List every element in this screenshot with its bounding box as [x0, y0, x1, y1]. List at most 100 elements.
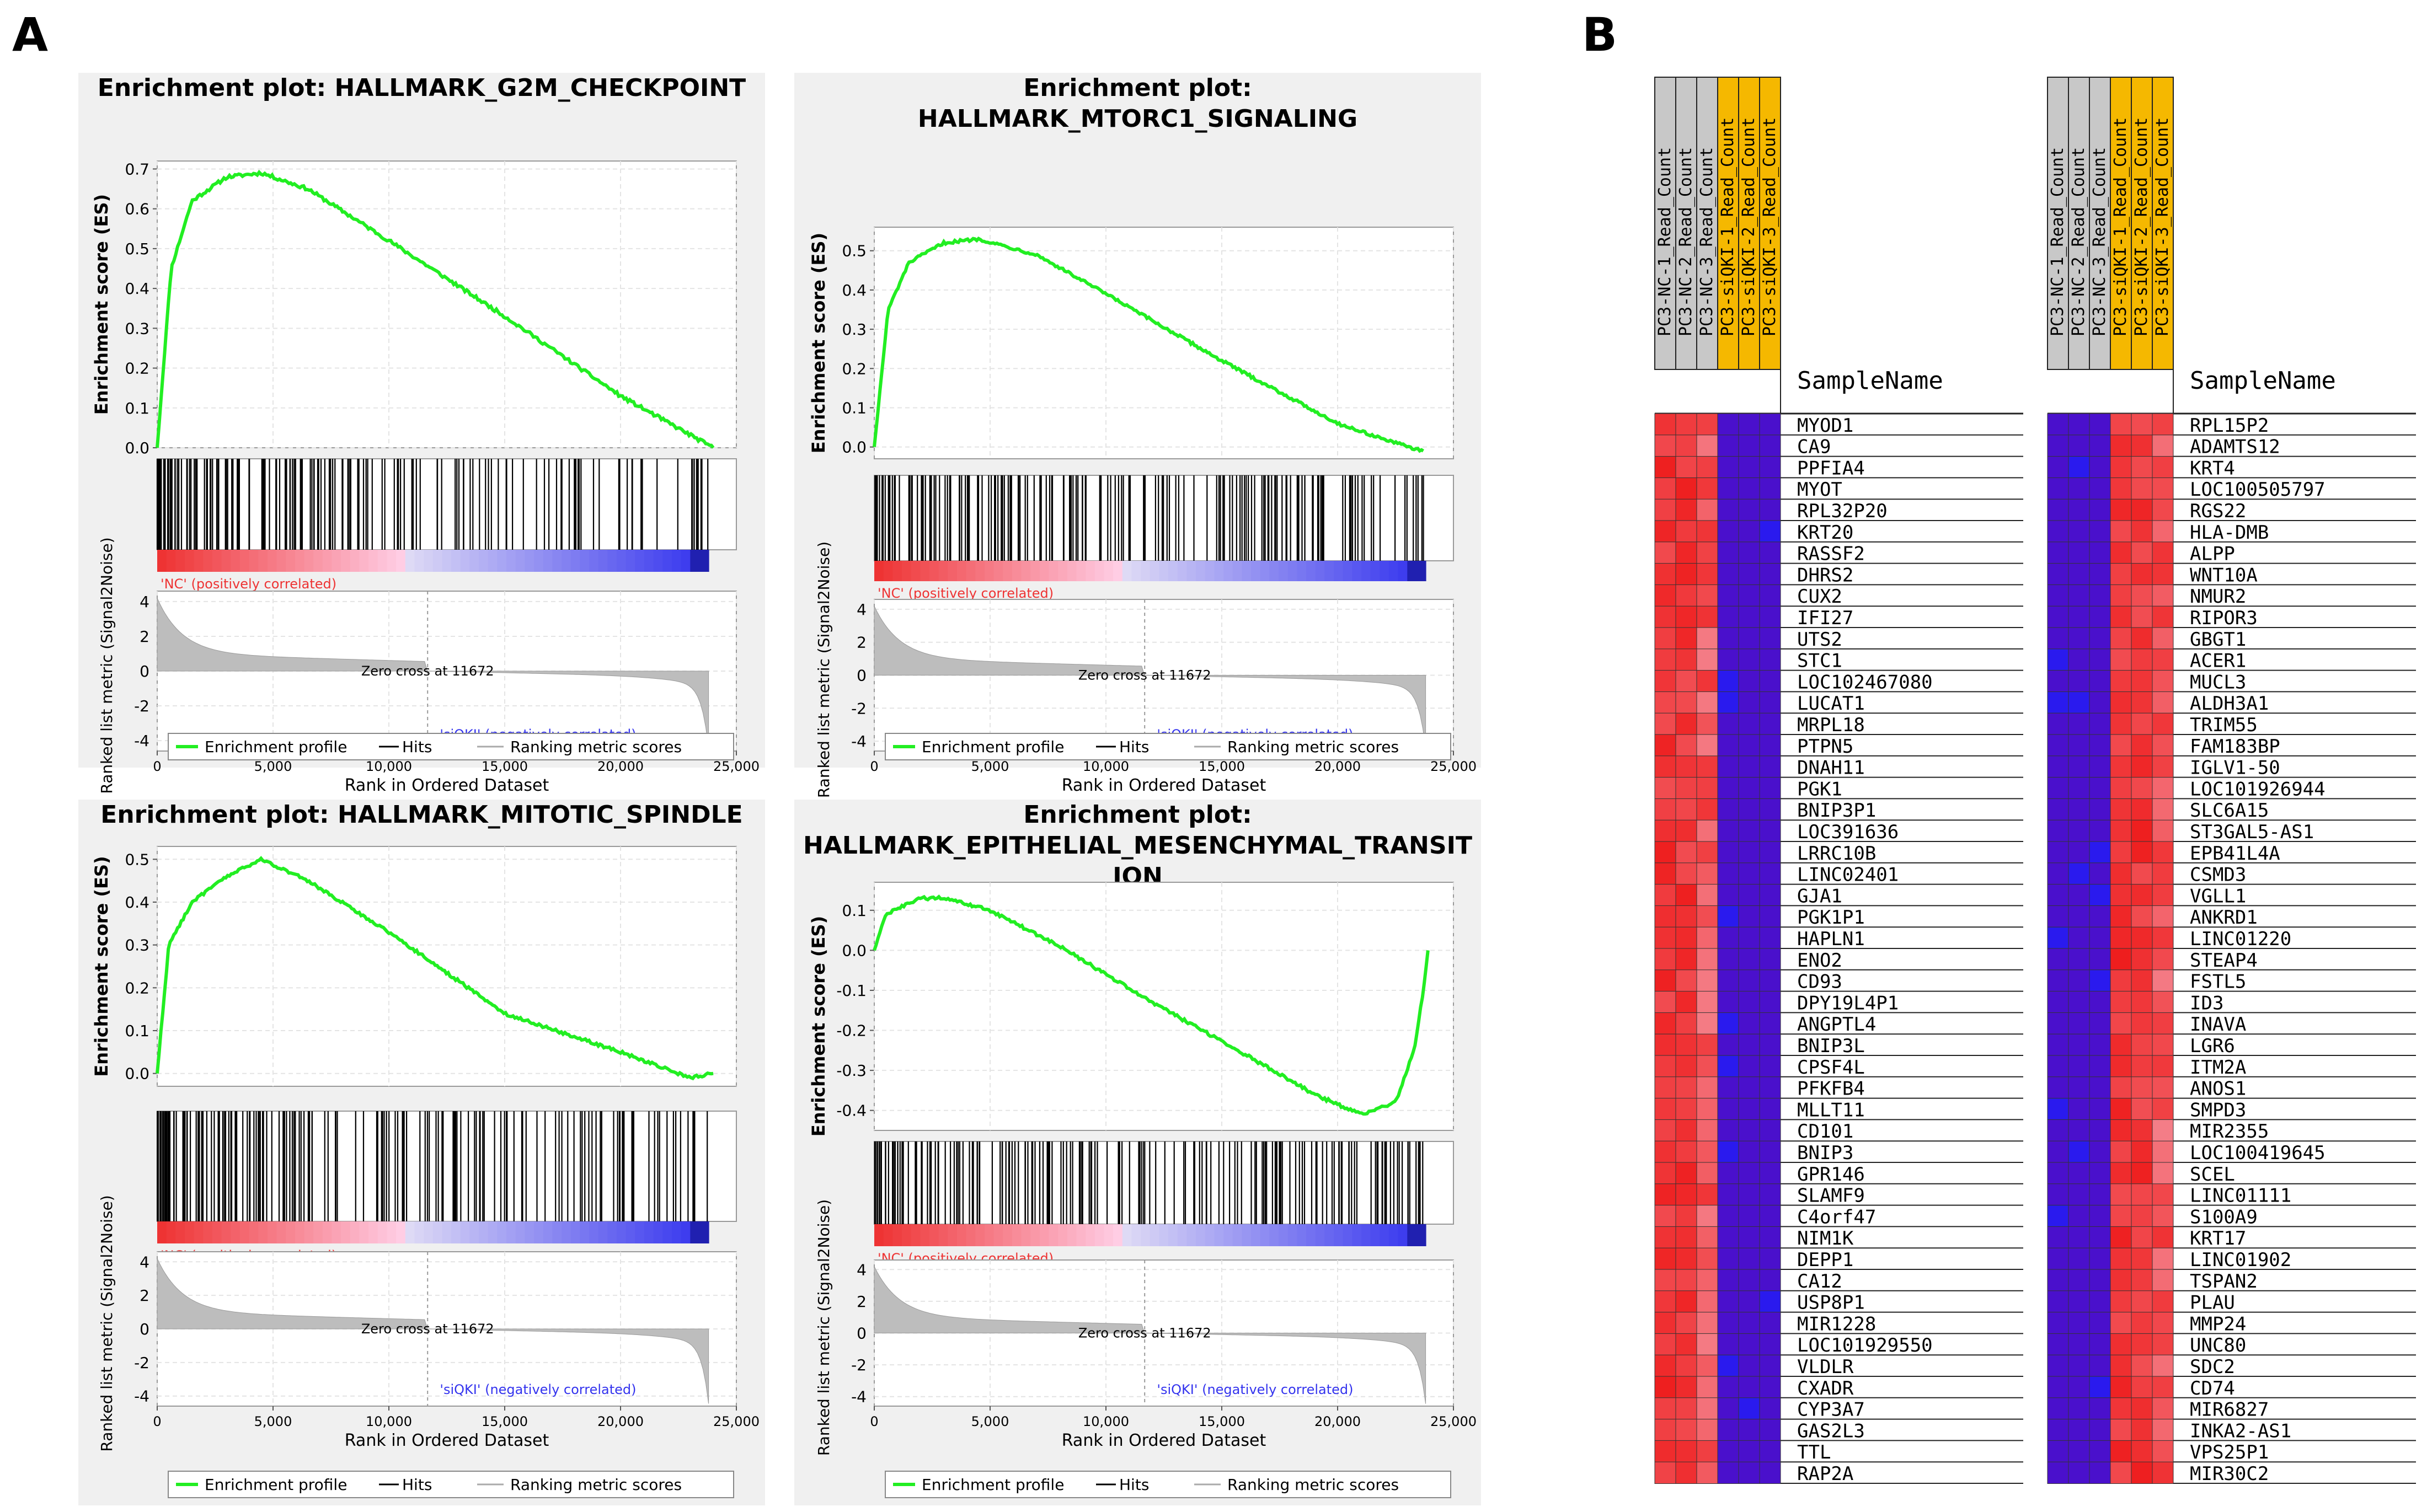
- heatmap-cell: [2089, 969, 2111, 992]
- ranking-bar-segment: [1324, 1224, 1334, 1246]
- heatmap-cell: [2110, 670, 2132, 693]
- heatmap-cell: [2110, 734, 2132, 757]
- heatmap-cell: [2110, 413, 2132, 436]
- heatmap-cell: [2131, 1226, 2153, 1249]
- heatmap-cell: [2089, 1226, 2111, 1249]
- heatmap-cell: [1696, 1376, 1718, 1398]
- ranking-bar-segment: [534, 550, 544, 572]
- heatmap-cell: [1696, 1440, 1718, 1463]
- ranking-bar-segment: [635, 550, 645, 572]
- heatmap-cell: [1696, 605, 1718, 628]
- gene-label: LINC01111: [2190, 1185, 2291, 1207]
- heatmap-cell: [1696, 905, 1718, 928]
- ranking-bar-segment: [1076, 1224, 1087, 1246]
- ranking-bar-segment: [231, 1221, 240, 1243]
- ranking-bar-segment: [1086, 1224, 1095, 1246]
- ranking-bar-segment: [938, 561, 949, 581]
- ranking-bar-segment: [479, 550, 489, 572]
- heatmap-cell: [1696, 969, 1718, 992]
- ranking-bar-segment: [1315, 561, 1325, 581]
- heatmap-cell: [2131, 884, 2153, 907]
- ranking-bar-segment: [1315, 1224, 1325, 1246]
- heatmap-cell: [1654, 563, 1676, 586]
- heatmap-cell: [1696, 1012, 1718, 1035]
- heatmap-cell: [2152, 1461, 2174, 1484]
- ranking-bar-segment: [1104, 1224, 1114, 1246]
- sample-label: PC3-siQKI-3_Read_Count: [1760, 117, 1779, 336]
- heatmap-cell: [2047, 456, 2069, 479]
- heatmap-cell: [2131, 841, 2153, 864]
- x-tick-label: 0: [153, 1414, 161, 1429]
- heatmap-cell: [1717, 1098, 1739, 1120]
- heatmap-cell: [1654, 1076, 1676, 1099]
- heatmap-cell: [2089, 1461, 2111, 1484]
- heatmap-cell: [1738, 1076, 1760, 1099]
- heatmap-cell: [2068, 712, 2090, 735]
- heatmap-cell: [2131, 477, 2153, 500]
- heatmap-cell: [2068, 1333, 2090, 1356]
- heatmap-cell: [2152, 456, 2174, 479]
- ranking-bar-segment: [1058, 1224, 1068, 1246]
- es-tick-label: -0.2: [836, 1022, 867, 1040]
- heatmap-cell: [1738, 948, 1760, 971]
- es-axis-label: Enrichment score (ES): [91, 194, 112, 415]
- ranking-bar-segment: [1380, 561, 1389, 581]
- es-tick-label: 0.0: [125, 439, 149, 457]
- heatmap-cell: [2047, 1055, 2069, 1077]
- es-tick-label: 0.0: [842, 941, 867, 959]
- heatmap-cell: [2110, 477, 2132, 500]
- ranking-bar-segment: [644, 1221, 654, 1243]
- ranking-bar-segment: [377, 1221, 388, 1243]
- heatmap-cell: [1696, 819, 1718, 842]
- gene-label: GPR146: [1797, 1164, 1865, 1186]
- heatmap-cell: [1717, 1033, 1739, 1056]
- heatmap-cell: [2152, 627, 2174, 650]
- heatmap-cell: [2047, 1247, 2069, 1270]
- heatmap-cell: [2047, 1290, 2069, 1313]
- sample-label: PC3-siQKI-2_Read_Count: [1739, 117, 1758, 336]
- heatmap-cell: [1759, 1247, 1781, 1270]
- metric-tick-label: 4: [857, 600, 867, 619]
- gene-label: IGLV1-50: [2190, 757, 2280, 779]
- ranking-bar-segment: [1251, 561, 1261, 581]
- ranking-bar-segment: [157, 550, 167, 572]
- gsea-panel-4: Enrichment plot: HALLMARK_EPITHELIAL_MESE…: [794, 800, 1481, 1505]
- heatmap-cell: [1696, 926, 1718, 949]
- heatmap-cell: [2131, 991, 2153, 1014]
- es-tick-label: 0.7: [125, 160, 149, 178]
- zero-cross-label: Zero cross at 11672: [1078, 1326, 1211, 1341]
- gene-label: STEAP4: [2190, 950, 2258, 972]
- gene-label: VLDLR: [1797, 1356, 1854, 1378]
- heatmap-cell: [2152, 1290, 2174, 1313]
- heatmap-cell: [2131, 1333, 2153, 1356]
- gene-label: CPSF4L: [1797, 1057, 1865, 1079]
- heatmap-cell: [2131, 541, 2153, 564]
- sample-label: PC3-NC-1_Read_Count: [1655, 147, 1675, 336]
- ranking-bar-segment: [635, 1221, 645, 1243]
- heatmap-cell: [1675, 926, 1697, 949]
- ranking-bar-segment: [874, 561, 884, 581]
- heatmap-cell: [2152, 862, 2174, 885]
- enrichment-profile-line: [156, 169, 715, 449]
- ranking-bar-segment: [469, 550, 480, 572]
- gene-label: C4orf47: [1797, 1206, 1876, 1228]
- heatmap-cell: [2131, 1162, 2153, 1184]
- heatmap-cell: [2068, 477, 2090, 500]
- es-axis-label: Enrichment score (ES): [808, 916, 829, 1136]
- heatmap-cell: [1717, 413, 1739, 436]
- heatmap-cell: [2047, 819, 2069, 842]
- heatmap-cell: [1738, 819, 1760, 842]
- gene-label: ENO2: [1797, 950, 1842, 972]
- heatmap-cell: [2152, 1205, 2174, 1227]
- heatmap-cell: [2068, 627, 2090, 650]
- sample-label: PC3-NC-2_Read_Count: [2069, 147, 2088, 336]
- metric-tick-label: 4: [140, 1253, 149, 1271]
- gene-label: MUCL3: [2190, 671, 2246, 693]
- legend-metric-label: Ranking metric scores: [510, 1476, 682, 1494]
- heatmap-cell: [2152, 1269, 2174, 1291]
- heatmap-cell: [2047, 1033, 2069, 1056]
- heatmap-cell: [1717, 777, 1739, 800]
- heatmap-cell: [2152, 435, 2174, 457]
- heatmap-cell: [1738, 884, 1760, 907]
- ranking-bar-segment: [1039, 561, 1050, 581]
